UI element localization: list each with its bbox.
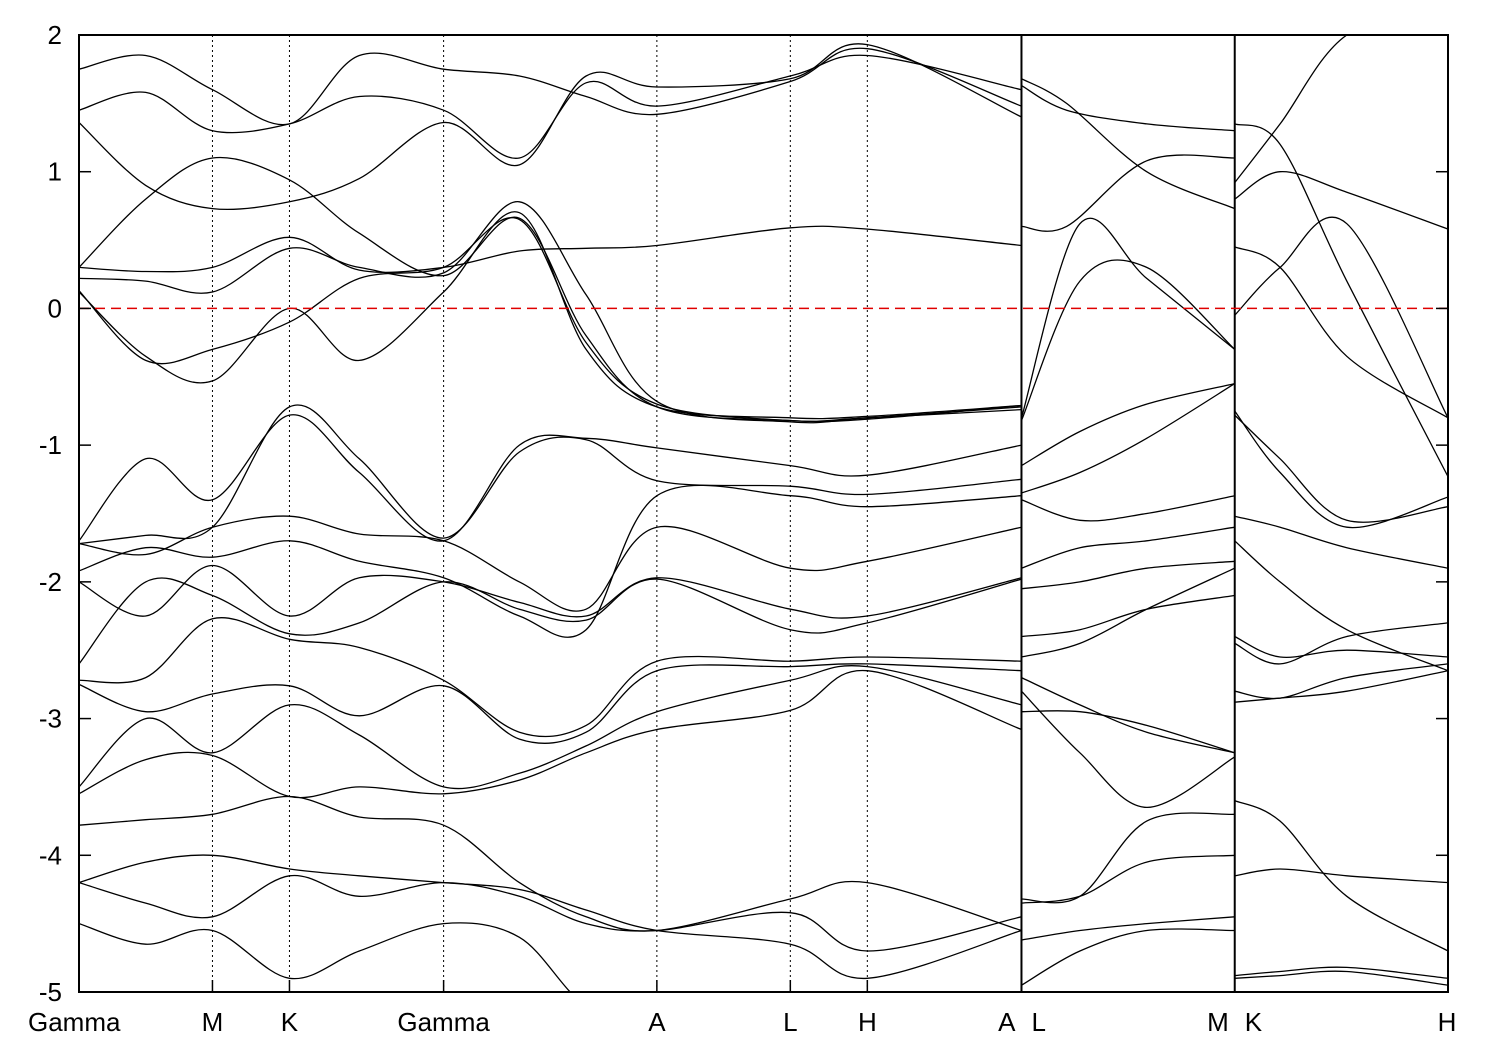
band-line-23 <box>1020 217 1236 418</box>
band-line-24 <box>1021 154 1235 232</box>
band-line-32 <box>1021 594 1235 638</box>
x-tick-label: M <box>202 1007 224 1037</box>
x-tick-label: Gamma <box>28 1007 121 1037</box>
band-line-47 <box>1234 410 1448 529</box>
x-tick-labels: Gamma M K Gamma A L H A L M K H <box>28 1007 1456 1037</box>
band-lines <box>79 35 1448 992</box>
band-line-39 <box>1021 916 1235 941</box>
band-line-12 <box>79 564 1022 619</box>
band-line-50 <box>1234 635 1448 659</box>
band-line-2 <box>79 225 1022 274</box>
band-line-40 <box>1021 928 1235 986</box>
band-line-55 <box>1234 868 1448 884</box>
y-tick-label: -5 <box>39 977 62 1007</box>
band-line-6 <box>79 54 1022 159</box>
band-line-43 <box>1234 171 1448 230</box>
x-tick-label: L <box>1031 1007 1045 1037</box>
band-line-18 <box>79 795 1022 932</box>
band-line-3 <box>79 201 1022 424</box>
band-line-57 <box>1234 970 1448 986</box>
band-line-8 <box>79 414 1022 542</box>
y-tick-label: -2 <box>39 567 62 597</box>
x-tick-label: M <box>1207 1007 1229 1037</box>
band-line-42 <box>1234 246 1448 419</box>
band-line-14 <box>79 617 1022 738</box>
y-tick-label: 1 <box>48 157 62 187</box>
axes <box>78 34 1449 993</box>
band-line-0 <box>79 211 1022 420</box>
band-line-9 <box>79 404 1022 545</box>
band-line-17 <box>79 670 1022 799</box>
band-line-28 <box>1021 383 1236 494</box>
band-line-53 <box>1234 663 1448 700</box>
band-line-16 <box>79 665 1022 790</box>
x-tick-label: H <box>1438 1007 1457 1037</box>
band-line-11 <box>79 484 1022 638</box>
band-line-41 <box>1234 216 1448 419</box>
band-line-10 <box>79 515 1022 612</box>
band-line-45 <box>1234 123 1448 477</box>
y-tick-label: 2 <box>48 20 62 50</box>
band-line-20 <box>79 874 1022 952</box>
x-tick-label: H <box>858 1007 877 1037</box>
band-line-56 <box>1234 966 1448 979</box>
band-line-54 <box>1234 799 1448 952</box>
x-tick-label: K <box>281 1007 299 1037</box>
band-line-5 <box>79 43 1022 211</box>
band-line-27 <box>1021 382 1235 467</box>
high-symmetry-lines <box>211 35 1236 992</box>
band-line-37 <box>1021 812 1235 904</box>
band-line-44 <box>1234 35 1349 184</box>
band-line-25 <box>1021 78 1235 210</box>
band-line-36 <box>1021 690 1236 809</box>
x-tick-label: A <box>998 1007 1016 1037</box>
band-line-31 <box>1021 560 1235 590</box>
band-line-30 <box>1021 526 1235 569</box>
x-tick-label: A <box>648 1007 666 1037</box>
y-tick-label: -4 <box>39 840 62 870</box>
band-line-19 <box>79 854 1022 979</box>
band-line-34 <box>1021 677 1235 754</box>
band-line-15 <box>79 663 1022 744</box>
band-line-51 <box>1234 622 1448 665</box>
band-line-1 <box>79 217 1022 422</box>
y-tick-label: -3 <box>39 704 62 734</box>
band-line-38 <box>1021 854 1235 904</box>
x-tick-label: K <box>1245 1007 1263 1037</box>
band-line-35 <box>1021 710 1235 754</box>
band-line-13 <box>79 577 1022 665</box>
band-line-26 <box>1021 85 1235 132</box>
band-line-29 <box>1021 495 1235 522</box>
band-line-7 <box>79 47 1022 126</box>
plot-frame <box>78 34 1449 993</box>
x-tick-label: L <box>783 1007 797 1037</box>
band-line-52 <box>1234 670 1448 703</box>
band-line-48 <box>1234 515 1448 569</box>
band-line-22 <box>1020 259 1236 421</box>
band-line-21 <box>79 922 572 992</box>
band-line-46 <box>1234 414 1448 523</box>
band-line-4 <box>79 156 1022 423</box>
x-tick-label: Gamma <box>397 1007 490 1037</box>
band-line-33 <box>1021 567 1235 658</box>
y-tick-label: -1 <box>39 430 62 460</box>
band-line-49 <box>1234 540 1448 672</box>
y-tick-labels: 2 1 0 -1 -2 -3 -4 -5 <box>39 20 62 1007</box>
y-tick-label: 0 <box>48 293 62 323</box>
